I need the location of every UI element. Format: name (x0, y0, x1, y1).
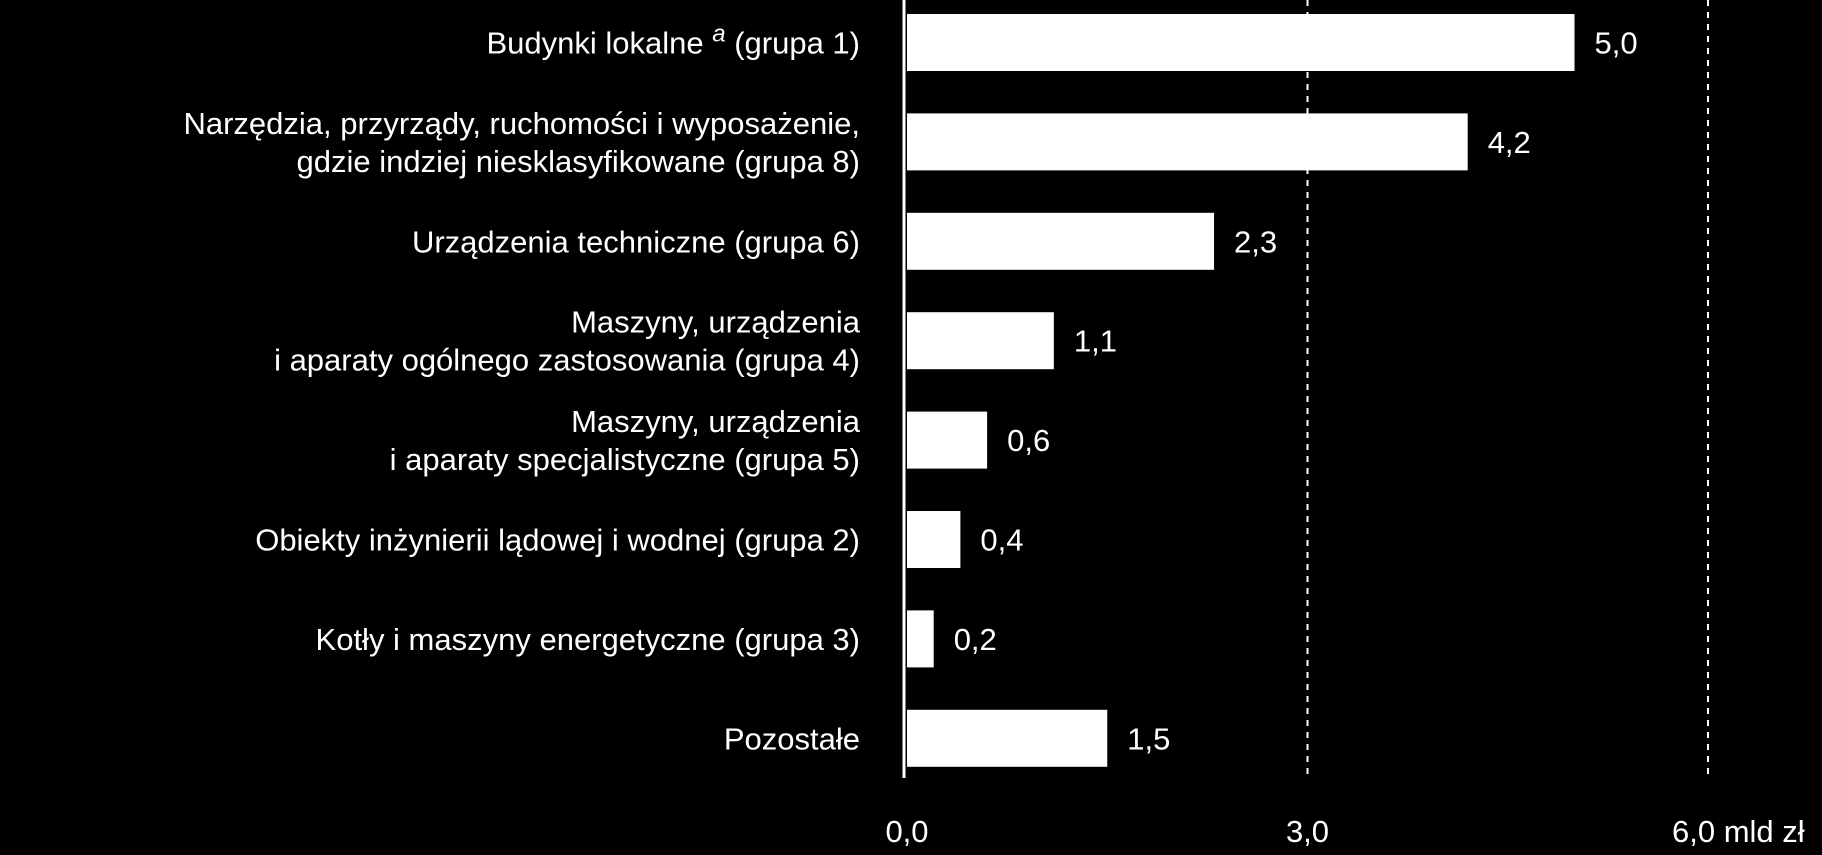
bar-4 (907, 411, 988, 469)
bar-0 (907, 14, 1575, 71)
category-label-1-line-1: gdzie indziej niesklasyfikowane (grupa 8… (297, 144, 860, 179)
category-label-0-group: (grupa 1) (726, 26, 860, 61)
category-label-0-text: Budynki lokalne (486, 26, 712, 61)
category-label-6: Kotły i maszyny energetyczne (grupa 3) (316, 622, 860, 657)
bar-7 (907, 709, 1108, 767)
category-label-0-superscript: a (712, 21, 725, 48)
x-tick-label-2: 6,0 mld zł (1672, 814, 1805, 849)
x-tick-label-1: 3,0 (1286, 814, 1329, 849)
value-label-2: 2,3 (1234, 224, 1277, 259)
value-label-7: 1,5 (1127, 721, 1170, 756)
value-label-1: 4,2 (1488, 125, 1531, 160)
bar-1 (907, 113, 1468, 171)
category-labels: Budynki lokalne a (grupa 1) Narzędzia, pr… (183, 21, 860, 757)
value-label-5: 0,4 (980, 523, 1023, 558)
value-label-0: 5,0 (1595, 26, 1638, 61)
axes (902, 0, 906, 778)
category-label-3-line-1: i aparaty ogólnego zastosowania (grupa 4… (274, 343, 860, 378)
bar-5 (907, 511, 961, 568)
category-label-3-line-0: Maszyny, urządzenia (571, 305, 861, 340)
bar-6 (907, 610, 934, 668)
tick-labels: 0,0 3,0 6,0 mld zł (885, 814, 1804, 849)
x-tick-label-0: 0,0 (885, 814, 928, 849)
bar-2 (907, 212, 1215, 270)
value-label-4: 0,6 (1007, 423, 1050, 458)
category-label-2: Urządzenia techniczne (grupa 6) (412, 224, 860, 259)
category-label-4-line-1: i aparaty specjalistyczne (grupa 5) (390, 442, 860, 477)
category-label-7: Pozostałe (724, 721, 860, 756)
category-label-0: Budynki lokalne a (grupa 1) (486, 21, 860, 61)
bars (907, 14, 1575, 767)
category-label-1-line-0: Narzędzia, przyrządy, ruchomości i wypos… (183, 106, 860, 141)
grid-lines (1306, 0, 1709, 778)
value-label-6: 0,2 (954, 622, 997, 657)
category-label-5: Obiekty inżynierii lądowej i wodnej (gru… (255, 523, 860, 558)
value-label-3: 1,1 (1074, 324, 1117, 359)
bar-3 (907, 312, 1054, 370)
value-labels: 5,0 4,2 2,3 1,1 0,6 0,4 0,2 1,5 (954, 26, 1638, 757)
category-label-4-line-0: Maszyny, urządzenia (571, 404, 861, 439)
